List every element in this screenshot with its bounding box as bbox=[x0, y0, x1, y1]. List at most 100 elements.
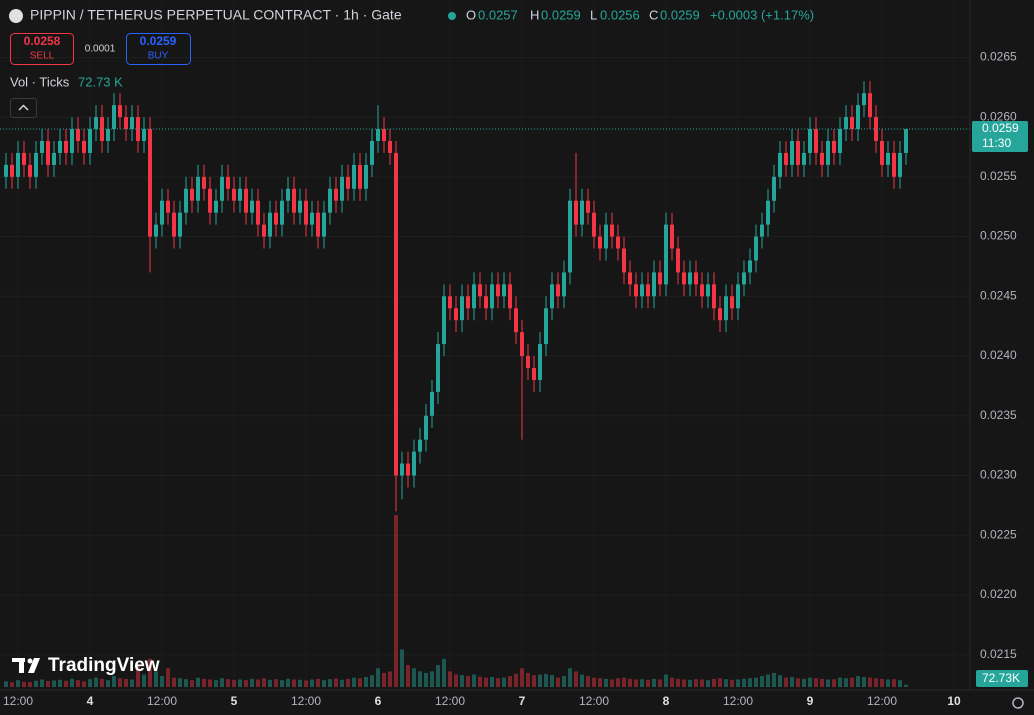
volume-bar bbox=[208, 679, 212, 687]
volume-bar bbox=[154, 671, 158, 687]
candle-body bbox=[190, 188, 194, 201]
candle-body bbox=[898, 152, 902, 177]
volume-bar bbox=[322, 680, 326, 687]
volume-bar bbox=[316, 678, 320, 687]
candle-body bbox=[454, 308, 458, 321]
brand: TradingView bbox=[48, 655, 160, 676]
close-label: C bbox=[649, 7, 658, 22]
high-value: 0.0259 bbox=[541, 7, 581, 22]
candle-body bbox=[532, 367, 536, 380]
volume-bar bbox=[250, 678, 254, 687]
candle-body bbox=[220, 176, 224, 201]
candle-body bbox=[862, 93, 866, 106]
candle-body bbox=[538, 344, 542, 380]
candle-body bbox=[256, 200, 260, 225]
settings-icon[interactable] bbox=[1012, 697, 1024, 709]
candle-body bbox=[712, 284, 716, 309]
volume-bar bbox=[142, 674, 146, 687]
volume-bar bbox=[454, 674, 458, 687]
volume-bar bbox=[622, 677, 626, 687]
candle-body bbox=[778, 152, 782, 177]
candle-body bbox=[238, 188, 242, 201]
candle-body bbox=[364, 164, 368, 189]
volume-bar bbox=[574, 671, 578, 687]
candle-body bbox=[568, 200, 572, 273]
candle-body bbox=[832, 140, 836, 153]
volume-bar bbox=[406, 665, 410, 687]
candle-body bbox=[826, 140, 830, 165]
volume-bar bbox=[286, 678, 290, 687]
volume-bar bbox=[22, 681, 26, 687]
candle-body bbox=[556, 284, 560, 297]
logo-mark bbox=[28, 658, 40, 673]
volume-bar bbox=[292, 679, 296, 687]
volume-bar bbox=[268, 679, 272, 687]
volume-bar bbox=[214, 680, 218, 687]
volume-bar bbox=[478, 676, 482, 687]
candle-body bbox=[52, 152, 56, 165]
volume-bar bbox=[532, 675, 536, 687]
volume-bar bbox=[76, 680, 80, 687]
candle-body bbox=[148, 129, 152, 237]
candle-body bbox=[880, 140, 884, 165]
candle-body bbox=[34, 152, 38, 177]
candle-body bbox=[688, 272, 692, 285]
candle-body bbox=[622, 248, 626, 273]
volume-bar bbox=[472, 674, 476, 687]
sell-button[interactable] bbox=[10, 33, 74, 65]
volume-bar bbox=[130, 679, 134, 687]
y-tick-label: 0.0220 bbox=[980, 587, 1017, 601]
candle-body bbox=[286, 188, 290, 201]
candle-body bbox=[772, 176, 776, 201]
x-tick-label: 12:00 bbox=[3, 694, 33, 708]
volume-bar bbox=[58, 679, 62, 687]
volume-bar bbox=[616, 678, 620, 687]
candle-body bbox=[808, 129, 812, 153]
volume-bar bbox=[514, 673, 518, 687]
volume-bar bbox=[160, 676, 164, 687]
volume-bar bbox=[508, 676, 512, 687]
sell-label[interactable]: SELL bbox=[30, 51, 55, 62]
candle-body bbox=[106, 129, 110, 141]
volume-bar bbox=[166, 668, 170, 687]
candle-body bbox=[202, 176, 206, 189]
chart-title: PIPPIN / TETHERUS PERPETUAL CONTRACT · 1… bbox=[30, 7, 402, 23]
candle-body bbox=[838, 129, 842, 153]
volume-bar bbox=[598, 678, 602, 687]
buy-price[interactable]: 0.0259 bbox=[140, 34, 177, 48]
low-label: L bbox=[590, 7, 597, 22]
volume-bar bbox=[838, 677, 842, 687]
volume-bar bbox=[724, 679, 728, 687]
candle-body bbox=[682, 272, 686, 285]
candle-body bbox=[526, 356, 530, 368]
volume-bar bbox=[220, 678, 224, 687]
volume-indicator-label: Vol · Ticks bbox=[10, 74, 70, 89]
candle-body bbox=[124, 117, 128, 130]
sell-price[interactable]: 0.0258 bbox=[24, 34, 61, 48]
volume-bar bbox=[670, 677, 674, 687]
volume-bar bbox=[352, 677, 356, 687]
candle-body bbox=[904, 129, 908, 153]
candle-body bbox=[646, 284, 650, 297]
candle-body bbox=[616, 236, 620, 249]
buy-button[interactable] bbox=[126, 33, 191, 65]
volume-bar bbox=[196, 677, 200, 687]
volume-bar bbox=[736, 679, 740, 687]
candle-body bbox=[16, 152, 20, 177]
volume-bar bbox=[358, 678, 362, 687]
collapse-button[interactable] bbox=[10, 98, 37, 118]
y-tick-label: 0.0230 bbox=[980, 468, 1017, 482]
candle-body bbox=[22, 152, 26, 165]
volume-bar bbox=[346, 678, 350, 687]
volume-bar bbox=[892, 679, 896, 687]
volume-bar bbox=[658, 679, 662, 687]
buy-label[interactable]: BUY bbox=[148, 51, 169, 62]
x-tick-label: 12:00 bbox=[435, 694, 465, 708]
high-label: H bbox=[530, 7, 539, 22]
candle-body bbox=[88, 129, 92, 153]
candle-body bbox=[850, 117, 854, 130]
volume-bar bbox=[586, 676, 590, 687]
x-tick-label: 12:00 bbox=[579, 694, 609, 708]
volume-bar bbox=[502, 677, 506, 687]
